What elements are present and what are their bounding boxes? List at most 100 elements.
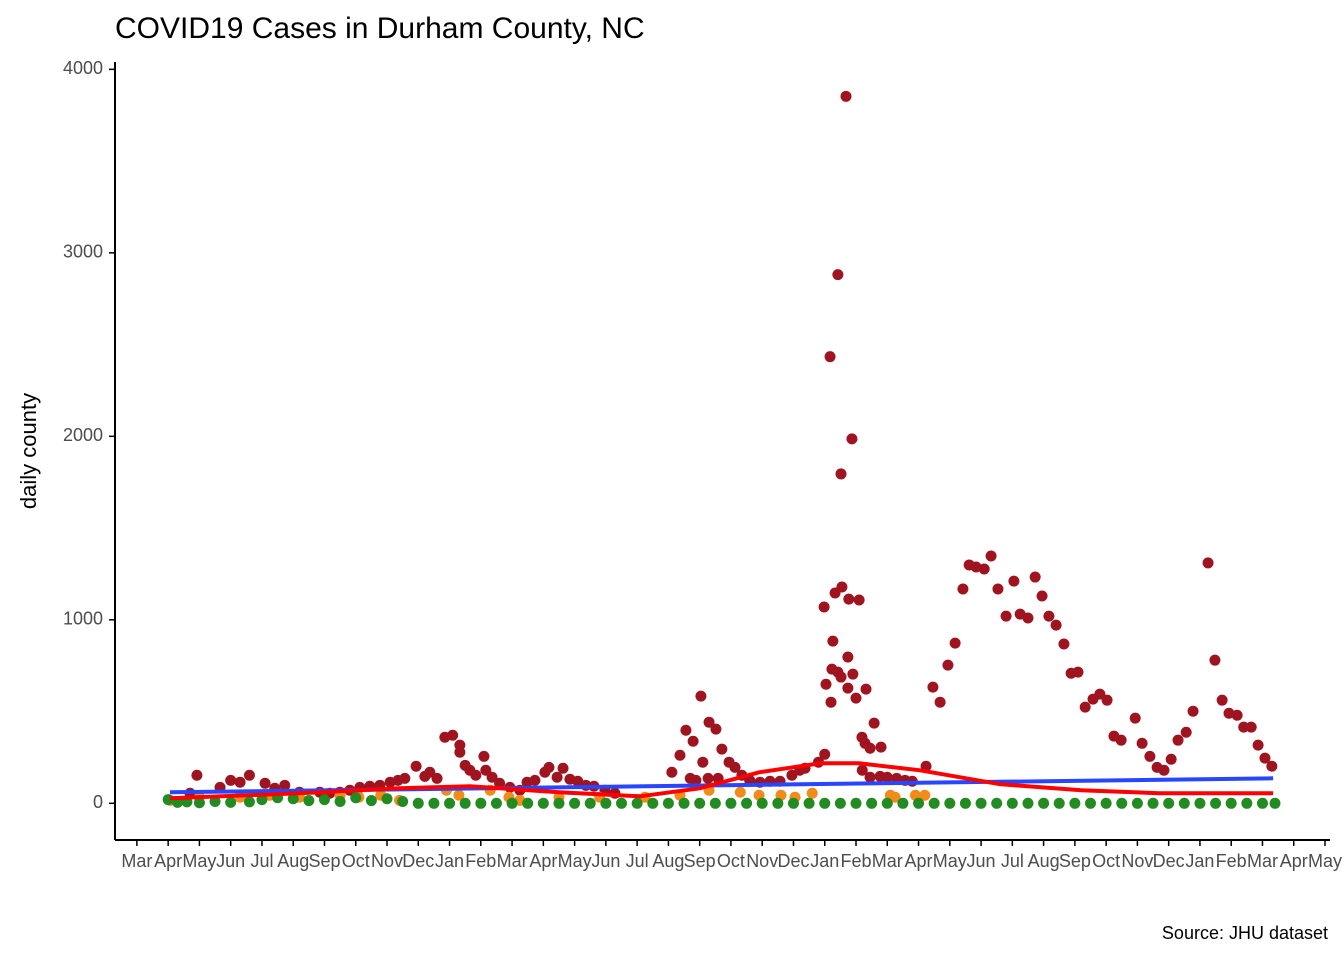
point xyxy=(875,741,887,753)
point xyxy=(1180,726,1192,738)
point xyxy=(825,696,837,708)
point xyxy=(1100,797,1112,809)
point xyxy=(1210,797,1222,809)
point xyxy=(824,351,836,363)
point xyxy=(881,797,893,809)
point xyxy=(666,766,678,778)
point xyxy=(279,779,291,791)
x-tick-label: May xyxy=(933,851,967,871)
point xyxy=(680,724,692,736)
point xyxy=(303,795,315,807)
point xyxy=(678,797,690,809)
point xyxy=(1008,575,1020,587)
point xyxy=(928,797,940,809)
point xyxy=(842,682,854,694)
point xyxy=(1144,750,1156,762)
point xyxy=(927,681,939,693)
point xyxy=(1163,797,1175,809)
point xyxy=(866,797,878,809)
point xyxy=(1231,709,1243,721)
x-tick-label: Mar xyxy=(121,851,152,871)
point xyxy=(600,797,612,809)
point xyxy=(1029,571,1041,583)
point xyxy=(256,794,268,806)
point xyxy=(631,797,643,809)
x-tick-label: Oct xyxy=(1092,851,1120,871)
point xyxy=(992,583,1004,595)
point xyxy=(318,794,330,806)
point xyxy=(1266,760,1278,772)
point xyxy=(975,797,987,809)
point xyxy=(506,797,518,809)
point xyxy=(1172,734,1184,746)
x-tick-label: Sep xyxy=(684,851,716,871)
point xyxy=(1022,612,1034,624)
y-tick-label: 0 xyxy=(93,792,103,812)
point xyxy=(431,772,443,784)
point xyxy=(397,795,409,807)
point xyxy=(444,797,456,809)
x-tick-label: Aug xyxy=(277,851,309,871)
point xyxy=(1101,694,1113,706)
point xyxy=(1053,797,1065,809)
point xyxy=(1079,701,1091,713)
point xyxy=(459,797,471,809)
point xyxy=(725,797,737,809)
point xyxy=(834,797,846,809)
point xyxy=(832,269,844,281)
point xyxy=(1022,797,1034,809)
x-tick-label: Apr xyxy=(905,851,933,871)
point xyxy=(1241,797,1253,809)
point xyxy=(709,797,721,809)
x-tick-label: Mar xyxy=(497,851,528,871)
x-tick-label: Feb xyxy=(840,851,871,871)
point xyxy=(647,797,659,809)
point xyxy=(1252,739,1264,751)
chart-title: COVID19 Cases in Durham County, NC xyxy=(115,12,645,45)
point xyxy=(836,581,848,593)
point xyxy=(225,774,237,786)
point xyxy=(553,797,565,809)
point xyxy=(350,792,362,804)
point xyxy=(454,746,466,758)
point xyxy=(1216,694,1228,706)
point xyxy=(191,769,203,781)
point xyxy=(537,797,549,809)
y-tick-label: 4000 xyxy=(63,58,103,78)
point xyxy=(287,793,299,805)
point xyxy=(786,769,798,781)
point xyxy=(690,774,702,786)
point xyxy=(209,795,221,807)
point xyxy=(259,777,271,789)
point xyxy=(819,748,831,760)
point xyxy=(729,761,741,773)
point xyxy=(1094,688,1106,700)
point xyxy=(919,789,931,801)
x-tick-label: Apr xyxy=(154,851,182,871)
point xyxy=(475,797,487,809)
point xyxy=(697,756,709,768)
x-tick-label: Mar xyxy=(1247,851,1278,871)
point xyxy=(985,550,997,562)
x-tick-label: Apr xyxy=(1280,851,1308,871)
point xyxy=(850,692,862,704)
point xyxy=(1187,705,1199,717)
point xyxy=(470,769,482,781)
point xyxy=(381,793,393,805)
point xyxy=(1038,797,1050,809)
x-tick-label: Feb xyxy=(465,851,496,871)
point xyxy=(934,696,946,708)
point xyxy=(818,601,830,613)
point xyxy=(1165,753,1177,765)
point xyxy=(897,797,909,809)
x-tick-label: Jun xyxy=(216,851,245,871)
point xyxy=(529,774,541,786)
point xyxy=(1115,734,1127,746)
point xyxy=(674,749,686,761)
x-tick-label: Apr xyxy=(529,851,557,871)
point xyxy=(868,717,880,729)
point xyxy=(881,771,893,783)
x-tick-label: Sep xyxy=(308,851,340,871)
point xyxy=(572,775,584,787)
